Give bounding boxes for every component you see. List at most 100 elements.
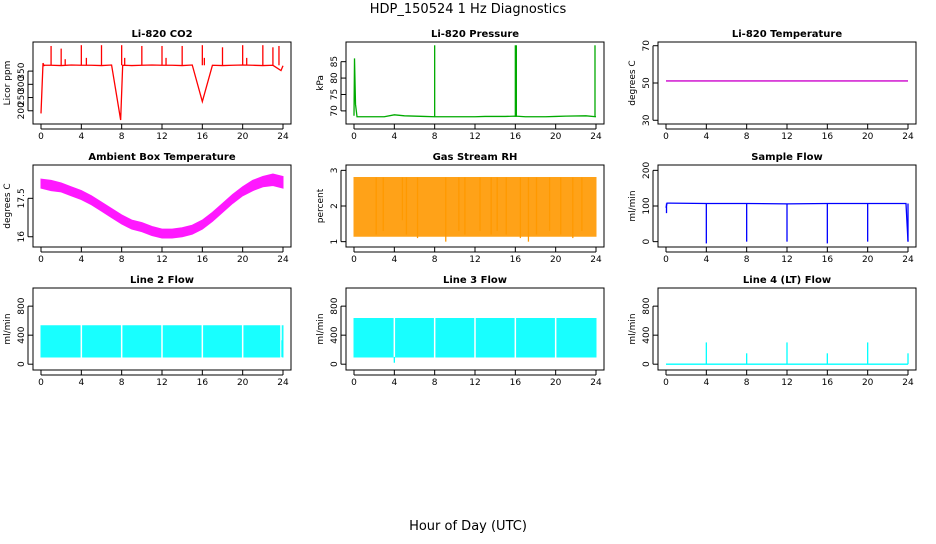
x-tick-label: 8 — [744, 255, 750, 265]
x-tick-label: 20 — [237, 378, 249, 388]
y-tick-label: 300 — [17, 75, 27, 92]
y-tick-label: 0 — [642, 361, 652, 367]
x-tick-label: 20 — [237, 255, 249, 265]
plot-frame — [345, 41, 605, 125]
x-tick-label: 20 — [862, 378, 874, 388]
panel-title: Li-820 CO2 — [131, 29, 192, 40]
y-tick-label: 30 — [642, 114, 652, 126]
x-axis-title: Hour of Day (UTC) — [409, 519, 527, 534]
x-tick-label: 20 — [550, 255, 562, 265]
x-tick-label: 4 — [78, 132, 84, 142]
y-axis-label: ml/min — [628, 190, 638, 221]
x-tick-label: 4 — [78, 378, 84, 388]
y-axis-label: ml/min — [3, 313, 13, 344]
x-tick-label: 4 — [391, 378, 397, 388]
panel-title: Li-820 Temperature — [732, 29, 842, 40]
x-tick-label: 12 — [781, 378, 792, 388]
panel-9: Line 4 (LT) Flow ml/min 0 4 8 12 16 20 24 0 400 800 — [628, 275, 917, 388]
x-tick-label: 12 — [156, 255, 167, 265]
y-tick-label: 80 — [330, 72, 340, 84]
x-tick-label: 16 — [197, 132, 209, 142]
x-tick-label: 0 — [38, 255, 44, 265]
x-tick-label: 0 — [351, 132, 357, 142]
y-tick-label: 17.5 — [17, 188, 27, 208]
x-tick-label: 4 — [703, 132, 709, 142]
x-tick-label: 16 — [510, 378, 522, 388]
x-tick-label: 12 — [781, 255, 792, 265]
y-tick-label: 16 — [17, 231, 27, 243]
y-tick-label: 70 — [330, 105, 340, 117]
x-tick-label: 8 — [119, 255, 125, 265]
y-tick-label: 200 — [642, 161, 652, 178]
y-tick-label: 0 — [17, 361, 27, 367]
y-tick-label: 75 — [330, 89, 340, 100]
y-tick-label: 3 — [330, 167, 340, 173]
panel-title: Gas Stream RH — [433, 152, 518, 163]
x-tick-label: 16 — [822, 378, 834, 388]
y-tick-label: 2 — [330, 203, 340, 209]
x-tick-label: 20 — [862, 132, 874, 142]
x-tick-label: 8 — [119, 378, 125, 388]
y-tick-label: 400 — [17, 326, 27, 343]
series-band — [40, 173, 284, 239]
x-tick-label: 12 — [469, 378, 480, 388]
panel-title: Line 2 Flow — [130, 275, 194, 286]
y-tick-label: 800 — [17, 297, 27, 314]
y-axis-label: percent — [316, 188, 326, 223]
x-tick-label: 12 — [156, 378, 167, 388]
y-tick-label: 250 — [17, 89, 27, 106]
x-tick-label: 24 — [277, 378, 289, 388]
x-tick-label: 12 — [156, 132, 167, 142]
x-tick-label: 0 — [351, 378, 357, 388]
x-tick-label: 0 — [663, 132, 669, 142]
x-tick-label: 16 — [197, 378, 209, 388]
y-tick-label: 800 — [330, 297, 340, 314]
y-tick-label: 85 — [330, 56, 340, 67]
series-line — [353, 58, 597, 118]
panel-title: Li-820 Pressure — [431, 29, 519, 40]
panel-6: Sample Flow ml/min 0 4 8 12 16 20 24 0 100 200 — [628, 152, 917, 265]
x-tick-label: 20 — [862, 255, 874, 265]
panel-1: Li-820 CO2 Licor ppm 0 4 8 12 16 20 24 2002503003… — [3, 29, 292, 142]
y-tick-label: 400 — [330, 326, 340, 343]
series-band — [353, 176, 597, 237]
x-tick-label: 8 — [432, 132, 438, 142]
x-tick-label: 24 — [902, 378, 914, 388]
x-tick-label: 12 — [469, 255, 480, 265]
x-tick-label: 24 — [902, 255, 914, 265]
x-tick-label: 4 — [78, 255, 84, 265]
y-axis-label: ml/min — [628, 313, 638, 344]
x-tick-label: 0 — [38, 378, 44, 388]
x-tick-label: 24 — [277, 132, 289, 142]
figure-title: HDP_150524 1 Hz Diagnostics — [369, 2, 567, 17]
x-tick-label: 24 — [590, 378, 602, 388]
x-tick-label: 4 — [391, 132, 397, 142]
y-axis-label: degrees C — [628, 60, 638, 105]
x-tick-label: 24 — [590, 255, 602, 265]
x-tick-label: 16 — [510, 255, 522, 265]
x-tick-label: 24 — [277, 255, 289, 265]
panel-title: Ambient Box Temperature — [88, 152, 235, 163]
x-tick-label: 24 — [590, 132, 602, 142]
y-tick-label: 1 — [330, 239, 340, 245]
x-tick-label: 20 — [550, 378, 562, 388]
x-tick-label: 0 — [663, 378, 669, 388]
x-tick-label: 0 — [351, 255, 357, 265]
x-tick-label: 8 — [432, 255, 438, 265]
x-tick-label: 24 — [902, 132, 914, 142]
series-line — [665, 202, 909, 242]
x-tick-label: 4 — [703, 255, 709, 265]
y-tick-label: 100 — [642, 197, 652, 214]
x-tick-label: 0 — [663, 255, 669, 265]
x-tick-label: 12 — [469, 132, 480, 142]
x-tick-label: 0 — [38, 132, 44, 142]
x-tick-label: 16 — [510, 132, 522, 142]
y-tick-label: 50 — [642, 77, 652, 89]
y-axis-label: kPa — [316, 75, 326, 91]
panel-4: Ambient Box Temperature degrees C 0 4 8 12 16 2… — [3, 152, 292, 265]
y-tick-label: 400 — [642, 326, 652, 343]
y-axis-label: ml/min — [316, 313, 326, 344]
